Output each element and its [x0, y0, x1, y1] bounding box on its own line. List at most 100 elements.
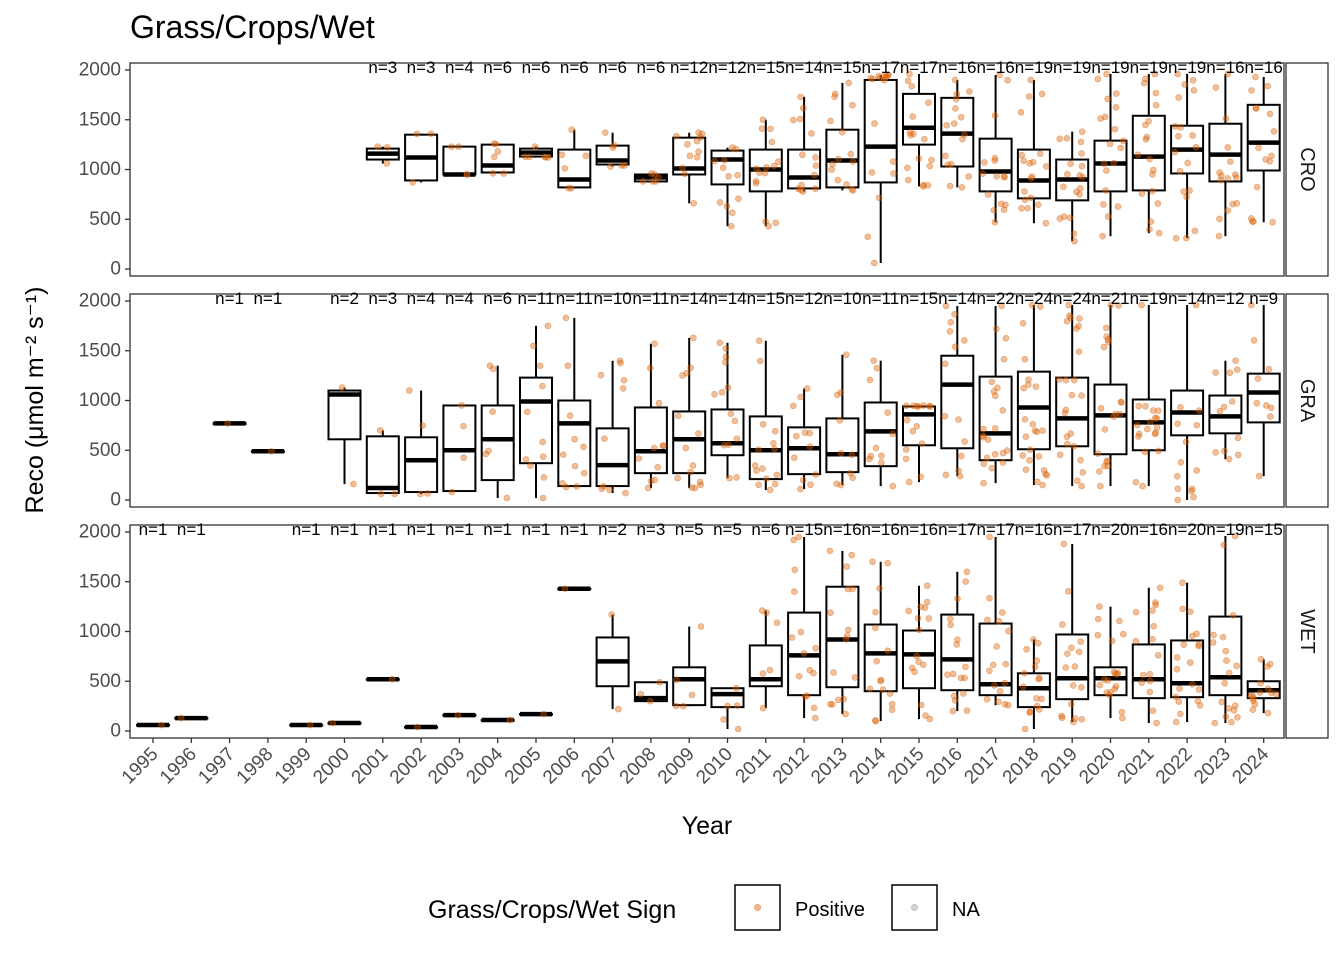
y-tick-label: 2000 — [79, 291, 121, 312]
data-point — [733, 474, 740, 481]
data-point — [867, 452, 875, 460]
x-axis-title: Year — [682, 812, 733, 840]
data-point — [376, 427, 384, 434]
data-point — [996, 71, 1003, 79]
data-point — [842, 635, 850, 643]
x-tick-label: 2011 — [732, 744, 776, 788]
data-point — [697, 623, 705, 630]
box-2016 — [940, 568, 975, 715]
data-point — [1224, 207, 1232, 214]
data-point — [1079, 173, 1086, 181]
x-tick-label: 2015 — [884, 744, 929, 789]
data-point — [1175, 94, 1182, 101]
n-label: n=1 — [407, 520, 436, 539]
panel-gra: GRA 0 500 1000 1500 2000 n=1 n=1 n=2 n=3 n=4 n=4 n=6… — [79, 289, 1329, 511]
n-label: n=12 — [785, 289, 823, 308]
data-point — [1118, 708, 1126, 716]
data-point — [1000, 355, 1008, 363]
data-point — [1179, 605, 1186, 613]
box-2003 — [442, 143, 477, 178]
data-point — [1071, 663, 1079, 670]
data-point — [1103, 70, 1110, 78]
data-point — [1272, 690, 1280, 698]
n-label: n=6 — [636, 58, 665, 77]
data-point — [1173, 472, 1181, 480]
n-label: n=5 — [713, 520, 742, 539]
box-2011 — [748, 116, 783, 230]
data-point — [988, 378, 996, 386]
data-point — [1224, 144, 1232, 151]
data-point — [1112, 104, 1120, 111]
data-point — [762, 218, 769, 225]
n-label: n=6 — [598, 58, 627, 77]
data-point — [1142, 75, 1149, 83]
data-point — [1104, 95, 1112, 103]
data-point — [582, 152, 590, 160]
data-point — [1104, 213, 1112, 220]
strip-label: GRA — [1296, 379, 1318, 423]
data-point — [812, 185, 819, 192]
data-point — [689, 462, 697, 469]
data-point — [1025, 376, 1032, 383]
data-point — [1114, 203, 1122, 210]
data-point — [424, 490, 431, 497]
data-point — [651, 340, 658, 348]
data-point — [559, 451, 567, 458]
data-point — [571, 435, 578, 443]
box-rect — [1093, 139, 1128, 193]
data-point — [1155, 229, 1163, 237]
n-label: n=1 — [330, 520, 359, 539]
data-point — [1106, 691, 1113, 699]
data-point — [649, 178, 656, 185]
box-2016 — [940, 76, 975, 191]
box-1999 — [289, 721, 324, 729]
data-point — [833, 391, 841, 399]
data-point — [1195, 686, 1203, 693]
data-point — [986, 594, 993, 602]
data-point — [1113, 90, 1120, 97]
data-point — [1104, 336, 1112, 343]
data-point — [541, 153, 549, 161]
data-point — [771, 427, 779, 435]
n-label: n=19 — [1130, 58, 1168, 77]
data-point — [942, 152, 949, 160]
box-rect — [672, 666, 707, 707]
data-point — [871, 120, 878, 127]
box-rect — [978, 137, 1013, 193]
data-point — [1266, 158, 1274, 165]
data-point — [917, 603, 924, 611]
data-point — [801, 693, 809, 700]
data-point — [791, 566, 799, 574]
data-point — [1173, 654, 1181, 661]
data-point — [1033, 695, 1040, 702]
data-point — [902, 446, 910, 453]
data-point — [727, 410, 735, 417]
box-1997 — [212, 420, 247, 427]
data-point — [772, 219, 780, 227]
box-rect — [940, 354, 975, 450]
data-point — [990, 206, 998, 214]
data-point — [908, 664, 916, 672]
data-point — [1026, 709, 1033, 716]
panel-cro: CRO 0 500 1000 1500 2000 n=3 n=3 n=4 n=6 n=6 n=6 n=6… — [79, 58, 1329, 280]
n-label: n=10 — [593, 289, 631, 308]
data-point — [655, 174, 662, 181]
data-point — [1002, 334, 1010, 342]
data-point — [991, 154, 999, 162]
x-tick-label: 2006 — [539, 744, 584, 789]
box-2014 — [863, 357, 898, 490]
data-point — [1155, 447, 1162, 455]
n-label: n=15 — [785, 520, 823, 539]
data-point — [377, 490, 385, 498]
y-tick-label: 1500 — [79, 340, 121, 361]
data-point — [1003, 447, 1011, 454]
box-2015 — [902, 402, 936, 486]
data-point — [885, 71, 892, 79]
data-point — [755, 446, 762, 454]
data-point — [409, 179, 416, 186]
data-point — [391, 490, 398, 498]
box-2021 — [1131, 584, 1166, 727]
box-rect — [1131, 643, 1166, 700]
data-point — [1146, 155, 1153, 163]
box-2010 — [710, 144, 745, 230]
